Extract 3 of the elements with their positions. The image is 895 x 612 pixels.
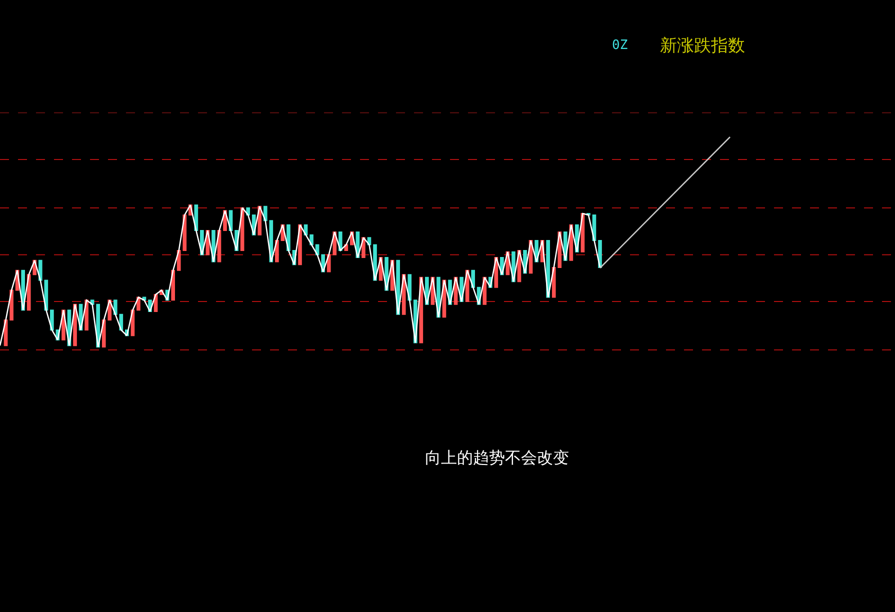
text: 0Z xyxy=(612,38,628,53)
chart-title: 新涨跌指数 xyxy=(660,36,745,56)
text: 向上的趋势不会改变 xyxy=(425,448,569,467)
